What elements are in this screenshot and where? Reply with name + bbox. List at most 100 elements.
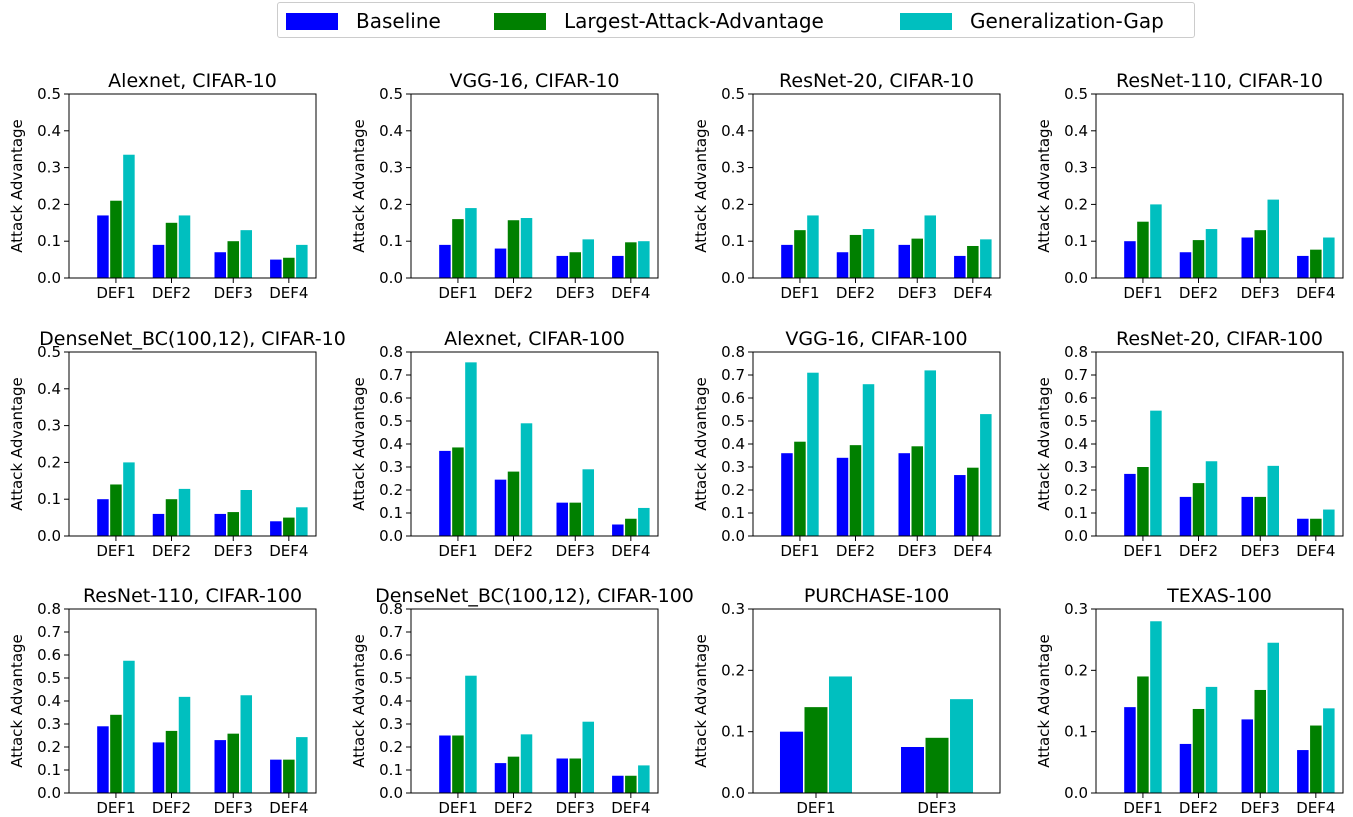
subplot-title: Alexnet, CIFAR-10	[108, 70, 277, 92]
bar-def1-baseline	[439, 735, 451, 793]
y-tick-label: 0.1	[1064, 723, 1088, 741]
y-tick-label: 0.8	[379, 343, 403, 361]
bar-def3-generalization-gap	[1267, 642, 1280, 793]
y-tick-label: 0.8	[1064, 343, 1088, 361]
plot-frame	[1095, 351, 1344, 537]
bar-def4-largest-attack-advantage	[967, 245, 979, 278]
y-tick-label: 0.4	[379, 122, 403, 140]
y-tick-label: 0.4	[37, 692, 61, 710]
bar-def2-baseline	[152, 244, 165, 278]
y-tick-label: 0.3	[379, 715, 403, 733]
plot-frame	[752, 351, 1001, 537]
x-tick-label: DEF3	[1241, 542, 1280, 560]
bar-def1-baseline	[97, 215, 109, 278]
y-tick-label: 0.0	[379, 527, 403, 545]
bar-def1-baseline	[1124, 473, 1136, 536]
bar-def3-baseline	[556, 255, 569, 278]
x-tick-label: DEF2	[494, 284, 533, 302]
bar-def4-generalization-gap	[1323, 509, 1335, 536]
subplot-title: ResNet-20, CIFAR-100	[1116, 328, 1323, 350]
y-axis-label: Attack Advantage	[1035, 634, 1053, 768]
x-tick-label: DEF4	[1296, 542, 1335, 560]
y-tick-label: 0.5	[379, 412, 403, 430]
bar-def2-largest-attack-advantage	[1192, 240, 1205, 278]
x-tick-label: DEF3	[1241, 284, 1280, 302]
bar-def4-largest-attack-advantage	[283, 257, 295, 278]
y-tick-label: 0.0	[379, 269, 403, 287]
bar-def1-largest-attack-advantage	[452, 447, 464, 536]
y-tick-label: 0.7	[37, 623, 61, 641]
y-tick-label: 0.0	[379, 784, 403, 802]
x-tick-label: DEF3	[898, 284, 937, 302]
subplot-title: VGG-16, CIFAR-10	[449, 70, 619, 92]
bar-def2-baseline	[152, 742, 165, 793]
x-tick-label: DEF1	[438, 799, 477, 817]
bar-def3-largest-attack-advantage	[1254, 496, 1267, 536]
bar-def1-baseline	[439, 244, 451, 278]
x-tick-label: DEF2	[152, 799, 191, 817]
y-tick-label: 0.2	[379, 481, 403, 499]
bar-def1-largest-attack-advantage	[1137, 221, 1149, 278]
bar-def2-baseline	[836, 252, 849, 278]
y-axis-label: Attack Advantage	[350, 119, 368, 253]
x-tick-label: DEF4	[1296, 284, 1335, 302]
y-tick-label: 0.8	[37, 600, 61, 618]
bar-def4-largest-attack-advantage	[283, 759, 295, 793]
bar-def4-baseline	[270, 521, 282, 536]
plot-frame	[1095, 608, 1344, 794]
bar-def4-baseline	[954, 475, 966, 536]
subplot-8: ResNet-20, CIFAR-100 Attack Advantage 0.0 0…	[1035, 328, 1344, 560]
bar-def2-generalization-gap	[178, 215, 191, 278]
x-tick-label: DEF1	[1123, 799, 1162, 817]
y-tick-label: 0.0	[37, 269, 61, 287]
y-tick-label: 0.5	[37, 85, 61, 103]
bar-def3-baseline	[898, 244, 911, 278]
legend-item-baseline: Baseline	[286, 9, 441, 33]
bar-def3-largest-attack-advantage	[227, 733, 240, 793]
y-tick-label: 0.1	[379, 761, 403, 779]
bar-def1-generalization-gap	[465, 362, 477, 536]
bar-def2-largest-attack-advantage	[1192, 708, 1205, 793]
y-tick-label: 0.4	[37, 122, 61, 140]
y-tick-label: 0.4	[721, 122, 745, 140]
legend-label-largest-attack-advantage: Largest-Attack-Advantage	[564, 9, 824, 33]
bar-def4-baseline	[270, 259, 282, 278]
x-tick-label: DEF1	[780, 284, 819, 302]
plot-frame	[752, 93, 1001, 279]
y-tick-label: 0.3	[37, 159, 61, 177]
bar-def1-generalization-gap	[123, 462, 135, 536]
x-tick-label: DEF4	[269, 284, 308, 302]
y-tick-label: 0.2	[37, 195, 61, 213]
bar-def2-largest-attack-advantage	[1192, 483, 1205, 536]
bar-def4-largest-attack-advantage	[283, 517, 295, 536]
y-axis-label: Attack Advantage	[692, 119, 710, 253]
bar-def3-largest-attack-advantage	[911, 238, 924, 278]
bar-def3-generalization-gap	[582, 469, 595, 536]
x-tick-label: DEF1	[1123, 284, 1162, 302]
bar-def3-baseline	[556, 502, 569, 536]
y-tick-label: 0.2	[1064, 195, 1088, 213]
y-tick-label: 0.7	[379, 623, 403, 641]
bar-def4-largest-attack-advantage	[967, 467, 979, 536]
subplot-title: DenseNet_BC(100,12), CIFAR-10	[39, 328, 346, 350]
bar-def3-generalization-gap	[1267, 199, 1280, 278]
subplot-5: DenseNet_BC(100,12), CIFAR-10 Attack Adva…	[8, 328, 346, 560]
y-tick-label: 0.0	[721, 527, 745, 545]
bar-def3-generalization-gap	[924, 370, 937, 536]
bar-def4-baseline	[954, 255, 966, 278]
bar-def3-generalization-gap	[582, 239, 595, 278]
x-tick-label: DEF1	[780, 542, 819, 560]
bar-def1-largest-attack-advantage	[110, 714, 122, 793]
bar-def3-baseline	[556, 758, 569, 793]
bar-def3-generalization-gap	[240, 490, 253, 536]
bar-def1-generalization-gap	[1150, 204, 1162, 278]
bar-def2-largest-attack-advantage	[507, 220, 520, 278]
x-tick-label: DEF2	[1179, 542, 1218, 560]
x-tick-label: DEF4	[611, 799, 650, 817]
y-tick-label: 0.4	[37, 380, 61, 398]
plot-frame	[68, 93, 317, 279]
bar-def3-largest-attack-advantage	[569, 502, 582, 536]
bar-def4-largest-attack-advantage	[625, 242, 637, 278]
bar-def1-largest-attack-advantage	[794, 441, 806, 536]
x-tick-label: DEF4	[269, 799, 308, 817]
